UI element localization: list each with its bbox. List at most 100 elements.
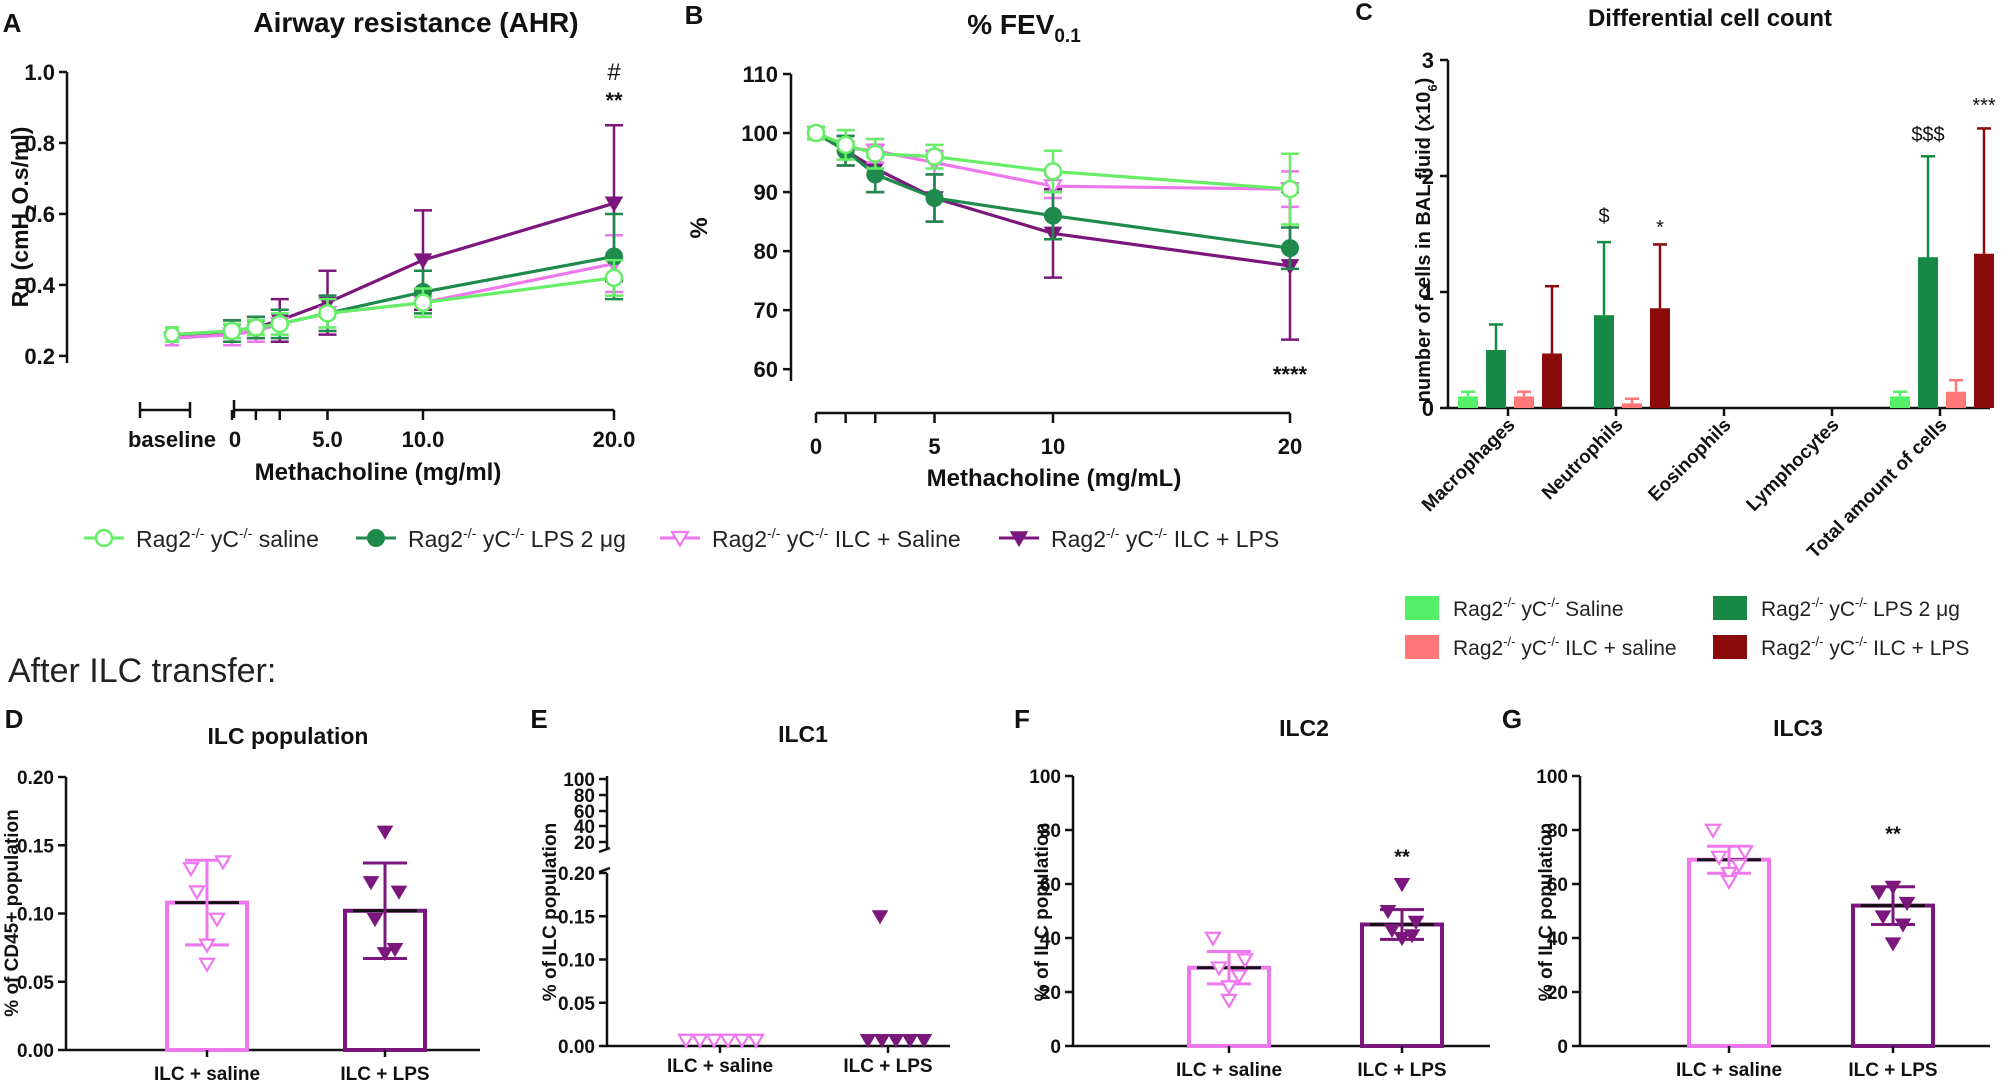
panel-c-y-label-part: ): [1413, 78, 1435, 85]
panel-a-x-tick-label: 5.0: [312, 427, 343, 452]
panel-b-point-saline: [866, 144, 885, 163]
panel-c-annotation-stars: ***: [1972, 95, 1996, 117]
legend-line-label-lps-part: -/-: [511, 526, 525, 542]
panel-c-bar-bar_ilc_lps: [1542, 353, 1562, 408]
panel-e-point-saline: [691, 1033, 709, 1049]
panel-x-tick-label: ILC + saline: [1676, 1060, 1782, 1080]
panel-g-title: ILC3: [1773, 715, 1823, 741]
panel-e-upper-tick-label: 60: [574, 802, 595, 823]
panel-a-point-saline: [163, 326, 181, 343]
panel-f-title: ILC2: [1279, 715, 1329, 741]
panel-e-upper-tick-label: 40: [574, 817, 595, 838]
panel-c-bar-bar_ilc_saline: [1946, 391, 1966, 408]
legend-bar-swatch-bar_saline: [1405, 596, 1439, 620]
panel-c-bar-bar_lps: [1918, 257, 1938, 408]
panel-a-point-saline: [318, 304, 337, 323]
panel-y-tick-label: 40: [1547, 929, 1568, 950]
legend-line-marker-ilc_lps: [1009, 531, 1029, 548]
panel-y-tick-label: 0: [1557, 1037, 1568, 1058]
panel-c-y-tick-label: 2: [1422, 164, 1434, 189]
panel-e-point-lps: [915, 1034, 933, 1049]
panel-e-upper-tick-label: 100: [563, 770, 595, 791]
legend-line-label-lps-part: LPS 2 μg: [524, 526, 625, 552]
panel-e-point-saline: [733, 1033, 751, 1049]
panel-x-tick-label: ILC + LPS: [1848, 1060, 1937, 1080]
legend-bar-label-bar_ilc_lps-part: yC: [1824, 637, 1856, 660]
panel-c-bar-bar_saline: [1458, 396, 1478, 408]
panel-g-y-label: % of ILC population: [1536, 823, 1557, 1001]
panel-x-tick-label: ILC + LPS: [340, 1064, 429, 1080]
panel-c-bar-bar_saline: [1890, 396, 1910, 408]
legend-line-label-ilc_saline-part: yC: [780, 526, 815, 552]
panel-point-lps: [1874, 910, 1892, 925]
legend-bar-label-bar_ilc_saline: Rag2-/- yC-/- ILC + saline: [1453, 634, 1677, 660]
panel-letter-f: F: [1014, 704, 1030, 734]
legend-bar-label-bar_saline-part: yC: [1516, 598, 1548, 621]
panel-letter-e: E: [530, 704, 547, 734]
panel-b-y-tick-label: 110: [743, 62, 779, 87]
legend-bar-label-bar_ilc_saline-part: -/-: [1503, 634, 1515, 649]
legend-line-label-ilc_saline-part: -/-: [767, 526, 781, 542]
panel-point-lps: [362, 876, 380, 891]
panel-y-tick-label: 0: [1050, 1037, 1061, 1058]
panel-e-point-saline: [747, 1033, 765, 1049]
legend-bar-label-bar_ilc_saline-part: ILC + saline: [1559, 637, 1676, 660]
legend-bar-label-bar_ilc_saline-part: -/-: [1547, 634, 1559, 649]
panel-point-saline: [1210, 961, 1228, 977]
panel-c-bar-bar_lps: [1486, 350, 1506, 408]
panel-e-point-lps: [859, 1034, 877, 1049]
legend-line-label-ilc_lps-part: ILC + LPS: [1167, 526, 1279, 552]
panel-point-saline: [182, 862, 200, 878]
panel-c-title: Differential cell count: [1588, 5, 1832, 32]
legend-bar-label-bar_saline-part: Rag2: [1453, 598, 1503, 621]
panel-c-bar-bar_ilc_saline: [1622, 403, 1642, 408]
panel-a-y-label-part: O.s/ml): [7, 127, 33, 205]
panel-point-saline: [188, 885, 206, 901]
panel-point-saline: [1230, 969, 1248, 985]
panel-e-y-break: [598, 846, 611, 854]
panel-point-saline: [1710, 850, 1728, 866]
legend-line-label-lps-part: yC: [476, 526, 511, 552]
legend-line-label-ilc_lps-part: yC: [1119, 526, 1154, 552]
panel-a-y-label-part: 2: [23, 205, 40, 213]
panel-annotation-stars: **: [1885, 824, 1901, 846]
legend-line-marker-ilc_saline: [670, 530, 690, 548]
panel-point-lps: [1870, 886, 1888, 901]
legend-bar-label-bar_lps-part: Rag2: [1761, 598, 1811, 621]
panel-a-annotation-stars: **: [605, 88, 623, 113]
panel-a-y-tick-label: 0.4: [24, 273, 55, 298]
panel-b-y-tick-label: 60: [754, 357, 778, 382]
panel-letter-b: B: [685, 0, 704, 30]
legend-line-label-ilc_lps-part: -/-: [1154, 526, 1168, 542]
panel-b-y-tick-label: 70: [754, 298, 778, 323]
legend-bar-label-bar_ilc_saline-part: Rag2: [1453, 637, 1503, 660]
panel-point-saline: [1220, 980, 1238, 996]
legend-bar-label-bar_saline-part: -/-: [1547, 595, 1559, 610]
legend-line-label-saline-part: Rag2: [136, 526, 191, 552]
legend-line-label-saline-part: saline: [252, 526, 318, 552]
panel-point-lps: [1379, 905, 1397, 920]
panel-point-lps: [1884, 880, 1902, 895]
panel-y-tick-label: 20: [1547, 983, 1568, 1004]
panel-letter-g: G: [1502, 704, 1522, 734]
panel-y-tick-label: 100: [1029, 767, 1061, 788]
panel-c-bar-bar_ilc_lps: [1974, 253, 1994, 408]
panel-b-point-lps: [1281, 239, 1299, 258]
panel-bar-1: [1851, 903, 1935, 1048]
panel-e-x-tick-label: ILC + saline: [667, 1056, 773, 1077]
panel-b-point-lps: [925, 188, 944, 207]
panel-b-y-label: %: [686, 217, 713, 238]
panel-c-bar-bar_ilc_lps: [1650, 308, 1670, 408]
panel-y-tick-label: 40: [1040, 929, 1061, 950]
panel-point-lps: [1884, 937, 1902, 952]
panel-a-y-tick-label: 0.8: [24, 131, 55, 156]
panel-point-saline: [1704, 823, 1722, 839]
panel-c-bar-bar_lps: [1594, 315, 1614, 408]
panel-a-x-label: Methacholine (mg/ml): [255, 459, 502, 486]
panel-e-y-tick-label: 0.00: [558, 1037, 595, 1058]
panel-y-tick-label: 60: [1547, 875, 1568, 896]
panel-point-lps: [390, 885, 408, 900]
panel-point-saline: [1730, 858, 1748, 874]
panel-e-upper-tick-label: 20: [574, 833, 595, 854]
